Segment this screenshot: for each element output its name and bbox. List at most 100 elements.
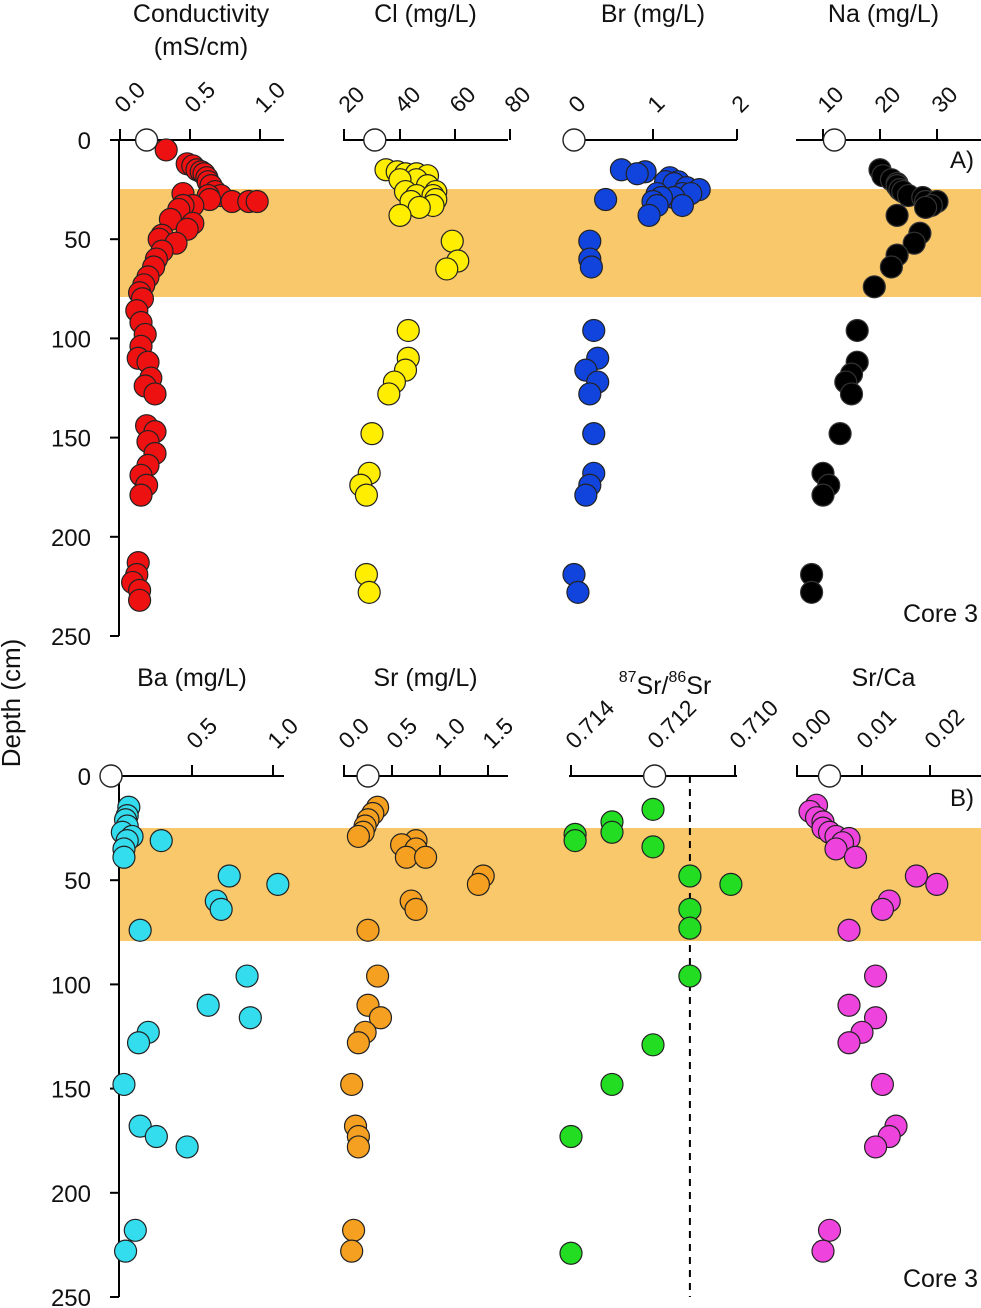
sr_ratio-tick-label: 0.710 [724, 694, 783, 753]
depth-tick-label: 0 [78, 764, 91, 791]
sr_ratio-point [559, 1241, 583, 1265]
sr-title: Sr (mg/L) [373, 664, 477, 692]
sr_ratio-reference-marker [642, 764, 667, 788]
conductivity-point [245, 189, 269, 214]
sr_ca-title: Sr/Ca [852, 664, 916, 692]
sr_ca-reference-marker [817, 764, 842, 788]
cl-tick-label: 80 [499, 81, 535, 117]
na-point [828, 422, 852, 446]
sr_ca-tick-label: 0.02 [919, 703, 969, 753]
br-point [582, 422, 606, 446]
sr-point [356, 918, 380, 942]
depth-tick-label: 150 [51, 1077, 91, 1104]
sr_ratio-tick-label: 0.714 [560, 694, 619, 753]
panel-label: A) [950, 147, 974, 174]
core-label: Core 3 [903, 1265, 978, 1293]
sr_ca-point [837, 1031, 861, 1055]
ba-point [128, 918, 152, 942]
sr-tick-label: 0.0 [333, 713, 374, 754]
br-point [566, 580, 590, 604]
depth-tick-label: 100 [51, 972, 91, 999]
sr-point [414, 845, 438, 869]
sr_ca-tick-label: 0.00 [786, 703, 836, 753]
sr_ca-point [837, 993, 861, 1017]
depth-tick-label: 250 [51, 624, 91, 651]
br-tick-label: 1 [642, 90, 669, 117]
sr_ratio-point [600, 1072, 624, 1097]
na-tick-label: 20 [869, 81, 905, 117]
cl-tick-label: 20 [333, 81, 369, 117]
sr_ratio-point [563, 829, 587, 853]
ba-title: Ba (mg/L) [137, 664, 247, 692]
conductivity-point [129, 483, 153, 507]
sr_ratio-point [641, 835, 665, 859]
conductivity-tick-label: 1.0 [249, 77, 290, 118]
ba-point [175, 1135, 199, 1159]
ba-tick-label: 1.0 [262, 713, 303, 754]
sr-point [340, 1072, 364, 1097]
sr_ca-point [843, 845, 868, 869]
cl-point [360, 422, 384, 446]
cl-point [440, 229, 464, 253]
na-tick-label: 10 [812, 81, 848, 117]
br-point [637, 203, 661, 227]
ba-point [112, 1072, 136, 1097]
sr-tick-label: 0.5 [381, 713, 422, 754]
sr_ca-point [925, 872, 949, 896]
br-point [582, 318, 606, 343]
ba-point [112, 845, 136, 869]
sr_ratio-point [678, 916, 702, 940]
conductivity-reference-marker [134, 128, 159, 152]
sr_ca-point [904, 864, 929, 888]
br-point [625, 162, 649, 186]
cl-point [388, 203, 412, 227]
ba-point [144, 1124, 168, 1149]
sr_ca-point [870, 897, 895, 921]
ba-point [113, 1239, 138, 1263]
na-point [862, 275, 886, 299]
depth-tick-label: 200 [51, 1181, 91, 1208]
sr-point [346, 1031, 370, 1055]
conductivity-point [128, 588, 152, 612]
sr_ratio-point [678, 964, 702, 988]
cl-point [354, 483, 378, 507]
cl-point [357, 580, 381, 604]
br-tick-label: 2 [726, 90, 753, 117]
ba-point [126, 1031, 151, 1055]
sr_ca-point [811, 1239, 835, 1263]
sr-point [404, 897, 428, 921]
sr_ca-point [863, 1006, 888, 1030]
ba-tick-label: 0.5 [181, 713, 222, 754]
sr_ca-point [817, 1218, 842, 1242]
sr_ratio-point [559, 1124, 583, 1149]
cl-point [377, 382, 401, 406]
sr_ratio-point [678, 864, 702, 888]
depth-tick-label: 250 [51, 1285, 91, 1308]
conductivity-point [143, 382, 167, 406]
sr-point [368, 1006, 393, 1030]
sr-point [342, 1218, 366, 1242]
ba-point [128, 1114, 152, 1138]
na-reference-marker [822, 128, 847, 152]
conductivity-point [154, 138, 178, 162]
sr-reference-marker [356, 764, 380, 788]
na-title: Na (mg/L) [828, 0, 939, 28]
ba-point [123, 1218, 147, 1242]
sr-point [340, 1239, 364, 1263]
cl-reference-marker [363, 128, 387, 152]
depth-tick-label: 200 [51, 525, 91, 552]
sr_ratio-point [641, 1033, 665, 1057]
br-reference-marker [562, 128, 586, 152]
na-point [839, 382, 864, 406]
ba-point [196, 993, 220, 1017]
sr_ratio-point [719, 872, 743, 896]
sr-point [346, 824, 370, 849]
na-tick-label: 30 [926, 81, 962, 117]
depth-tick-label: 50 [64, 868, 91, 895]
sr_ca-point [870, 1072, 895, 1097]
na-point [913, 195, 938, 220]
cl-title: Cl (mg/L) [374, 0, 477, 28]
br-point [579, 255, 603, 279]
core-label: Core 3 [903, 600, 978, 628]
